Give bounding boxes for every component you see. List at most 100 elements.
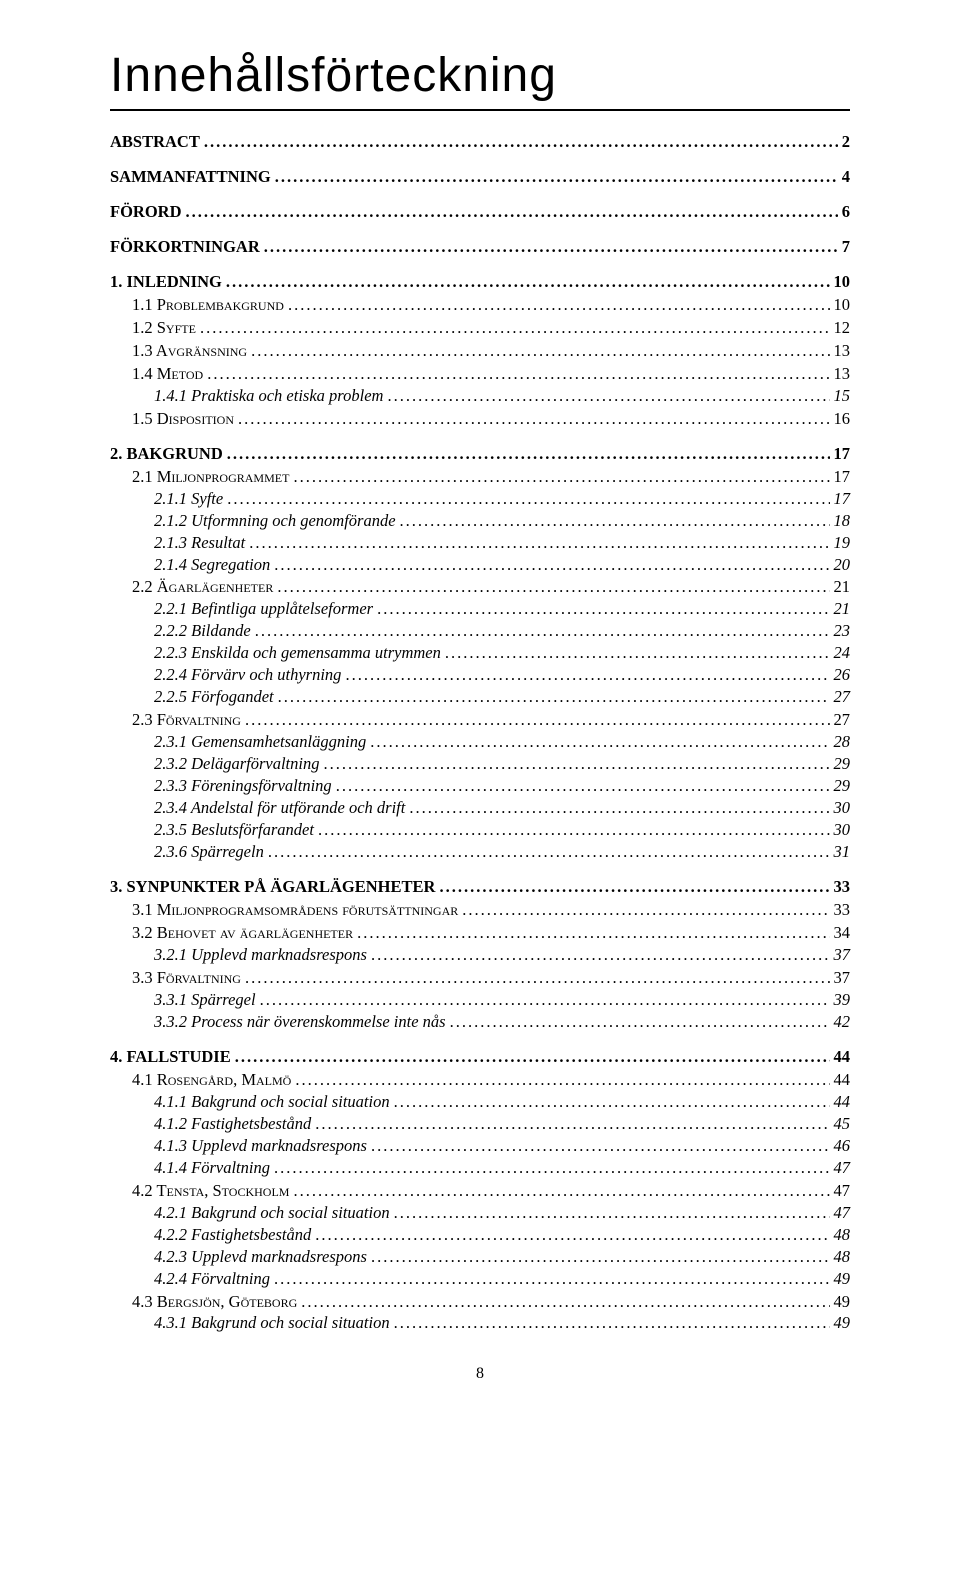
toc-page: 37 bbox=[832, 946, 851, 965]
toc-page: 6 bbox=[840, 203, 850, 222]
toc-entry: 1.4 Metod13 bbox=[110, 365, 850, 384]
toc-page: 44 bbox=[832, 1048, 851, 1067]
toc-entry: 2.2.4 Förvärv och uthyrning26 bbox=[110, 666, 850, 685]
toc-label: 4.2.4 Förvaltning bbox=[110, 1270, 270, 1289]
toc-leader bbox=[204, 133, 838, 152]
toc-page: 23 bbox=[832, 622, 851, 641]
toc-leader bbox=[295, 1071, 829, 1090]
toc-entry: 2.1.4 Segregation20 bbox=[110, 556, 850, 575]
toc-leader bbox=[293, 468, 829, 487]
toc-label: 2.2.3 Enskilda och gemensamma utrymmen bbox=[110, 644, 441, 663]
toc-entry: 2.2.1 Befintliga upplåtelseformer21 bbox=[110, 600, 850, 619]
toc-page: 17 bbox=[832, 445, 851, 464]
toc-leader bbox=[186, 203, 838, 222]
toc-label: 4.2 Tensta, Stockholm bbox=[110, 1182, 289, 1201]
toc-page: 47 bbox=[832, 1159, 851, 1178]
toc-page: 33 bbox=[832, 901, 851, 920]
toc-label: 2.3.3 Föreningsförvaltning bbox=[110, 777, 332, 796]
toc-page: 30 bbox=[832, 799, 851, 818]
toc-label: 3.1 Miljonprogramsområdens förutsättning… bbox=[110, 901, 458, 920]
toc-label: 2.1.2 Utformning och genomförande bbox=[110, 512, 396, 531]
toc-page: 17 bbox=[832, 468, 851, 487]
toc-leader bbox=[227, 490, 829, 509]
toc-page: 47 bbox=[832, 1182, 851, 1201]
toc-label: 2.1.3 Resultat bbox=[110, 534, 245, 553]
toc-entry: 4.1 Rosengård, Malmö 44 bbox=[110, 1071, 850, 1090]
toc-label: 2.1.4 Segregation bbox=[110, 556, 270, 575]
toc-entry: 1.5 Disposition16 bbox=[110, 410, 850, 429]
toc-page: 44 bbox=[832, 1071, 851, 1090]
toc-page: 21 bbox=[832, 578, 851, 597]
toc-entry: 1.3 Avgränsning13 bbox=[110, 342, 850, 361]
toc-page: 19 bbox=[832, 534, 851, 553]
toc-label: 4.1 Rosengård, Malmö bbox=[110, 1071, 291, 1090]
toc-leader bbox=[400, 512, 830, 531]
toc-entry: 2.3.5 Beslutsförfarandet30 bbox=[110, 821, 850, 840]
toc-page: 48 bbox=[832, 1248, 851, 1267]
toc-entry: 3. SYNPUNKTER PÅ ÄGARLÄGENHETER33 bbox=[110, 878, 850, 897]
toc-page: 45 bbox=[832, 1115, 851, 1134]
toc-page: 27 bbox=[832, 711, 851, 730]
toc-label: 1.1 Problembakgrund bbox=[110, 296, 284, 315]
page: Innehållsförteckning ABSTRACT2SAMMANFATT… bbox=[0, 0, 960, 1569]
toc-page: 2 bbox=[840, 133, 850, 152]
toc-label: 2.3.2 Delägarförvaltning bbox=[110, 755, 319, 774]
toc-label: 3.3.1 Spärregel bbox=[110, 991, 256, 1010]
toc-label: FÖRKORTNINGAR bbox=[110, 238, 260, 257]
toc-leader bbox=[409, 799, 829, 818]
toc-label: 1.5 Disposition bbox=[110, 410, 234, 429]
toc-page: 4 bbox=[840, 168, 850, 187]
toc-label: 2.3.4 Andelstal för utförande och drift bbox=[110, 799, 405, 818]
toc-label: 1.4.1 Praktiska och etiska problem bbox=[110, 387, 383, 406]
toc-leader bbox=[227, 445, 830, 464]
toc-entry: 2.3.4 Andelstal för utförande och drift 3… bbox=[110, 799, 850, 818]
toc-page: 13 bbox=[832, 365, 851, 384]
toc-label: 3.2.1 Upplevd marknadsrespons bbox=[110, 946, 367, 965]
toc-leader bbox=[318, 821, 830, 840]
toc-page: 46 bbox=[832, 1137, 851, 1156]
toc-entry: 1.1 Problembakgrund10 bbox=[110, 296, 850, 315]
toc-entry: 2.2.2 Bildande23 bbox=[110, 622, 850, 641]
toc-leader bbox=[274, 1159, 830, 1178]
toc-page: 49 bbox=[832, 1293, 851, 1312]
toc-entry: 2.3 Förvaltning 27 bbox=[110, 711, 850, 730]
toc-leader bbox=[336, 777, 830, 796]
toc-page: 39 bbox=[832, 991, 851, 1010]
toc-entry: 2.2.5 Förfogandet27 bbox=[110, 688, 850, 707]
toc-label: 4.1.3 Upplevd marknadsrespons bbox=[110, 1137, 367, 1156]
toc-leader bbox=[226, 273, 830, 292]
toc-page: 49 bbox=[832, 1270, 851, 1289]
toc-label: 2.3 Förvaltning bbox=[110, 711, 241, 730]
toc-page: 49 bbox=[832, 1314, 851, 1333]
toc-leader bbox=[293, 1182, 829, 1201]
toc-label: 4.1.4 Förvaltning bbox=[110, 1159, 270, 1178]
toc-leader bbox=[371, 1248, 830, 1267]
toc-leader bbox=[394, 1314, 830, 1333]
toc-label: 4.2.1 Bakgrund och social situation bbox=[110, 1204, 390, 1223]
toc-page: 48 bbox=[832, 1226, 851, 1245]
toc-page: 34 bbox=[832, 924, 851, 943]
toc-page: 47 bbox=[832, 1204, 851, 1223]
toc-entry: 4.2.2 Fastighetsbestånd48 bbox=[110, 1226, 850, 1245]
toc-leader bbox=[439, 878, 829, 897]
toc-leader bbox=[274, 556, 829, 575]
toc-leader bbox=[394, 1204, 830, 1223]
toc-label: 4.3.1 Bakgrund och social situation bbox=[110, 1314, 390, 1333]
toc-label: 1. INLEDNING bbox=[110, 273, 222, 292]
toc-label: 2.2 Ägarlägenheter bbox=[110, 578, 273, 597]
toc-leader bbox=[207, 365, 829, 384]
toc-entry: 2.2.3 Enskilda och gemensamma utrymmen24 bbox=[110, 644, 850, 663]
toc-leader bbox=[370, 733, 829, 752]
toc-label: 2.3.5 Beslutsförfarandet bbox=[110, 821, 314, 840]
toc-leader bbox=[251, 342, 829, 361]
toc-label: 2.1 Miljonprogrammet bbox=[110, 468, 289, 487]
toc-label: 4.1.1 Bakgrund och social situation bbox=[110, 1093, 390, 1112]
toc-leader bbox=[238, 410, 829, 429]
toc-label: 1.2 Syfte bbox=[110, 319, 196, 338]
toc-leader bbox=[260, 991, 830, 1010]
toc-leader bbox=[323, 755, 829, 774]
document-title: Innehållsförteckning bbox=[110, 48, 850, 103]
toc-entry: 2.3.3 Föreningsförvaltning29 bbox=[110, 777, 850, 796]
toc-page: 37 bbox=[832, 969, 851, 988]
toc-leader bbox=[462, 901, 829, 920]
